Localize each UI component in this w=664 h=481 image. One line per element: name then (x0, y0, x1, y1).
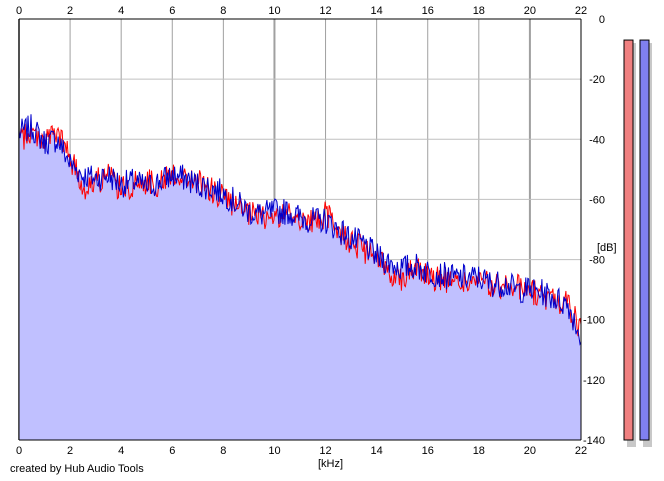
level-meter-bar (623, 39, 634, 441)
x-tick-label-bottom: 10 (268, 445, 280, 457)
level-meter-bar (639, 39, 650, 441)
x-tick-label-top: 18 (473, 5, 485, 17)
x-tick-label-top: 4 (118, 5, 124, 17)
y-tick-label: -60 (589, 194, 605, 206)
series-line-blue (18, 114, 582, 346)
credit-text: created by Hub Audio Tools (10, 463, 144, 475)
x-tick-label-bottom: 6 (169, 445, 175, 457)
x-tick-label-top: 8 (220, 5, 226, 17)
y-tick-label: -80 (589, 255, 605, 267)
x-tick-label-top: 12 (319, 5, 331, 17)
y-tick-label: -120 (583, 375, 605, 387)
level-meters (623, 39, 652, 448)
x-tick-label-top: 22 (575, 5, 587, 17)
x-tick-label-top: 2 (67, 5, 73, 17)
x-tick-label-top: 10 (268, 5, 280, 17)
x-tick-label-bottom: 20 (524, 445, 536, 457)
x-tick-label-bottom: 2 (67, 445, 73, 457)
x-tick-label-bottom: 18 (473, 445, 485, 457)
x-tick-label-bottom: 0 (16, 445, 22, 457)
x-tick-label-bottom: 4 (118, 445, 124, 457)
y-axis-label: [dB] (597, 242, 617, 254)
x-tick-label-top: 20 (524, 5, 536, 17)
x-tick-label-bottom: 14 (371, 445, 383, 457)
x-tick-label-top: 16 (422, 5, 434, 17)
y-tick-label: -20 (589, 74, 605, 86)
x-tick-label-bottom: 16 (422, 445, 434, 457)
y-tick-label: 0 (599, 14, 605, 26)
x-tick-label-bottom: 12 (319, 445, 331, 457)
x-tick-label-bottom: 8 (220, 445, 226, 457)
y-tick-label: -140 (583, 435, 605, 447)
spectrum-area (19, 114, 581, 441)
x-tick-label-top: 14 (371, 5, 383, 17)
y-tick-label: -40 (589, 134, 605, 146)
y-tick-label: -100 (583, 315, 605, 327)
x-axis-label: [kHz] (318, 458, 343, 470)
x-tick-label-top: 0 (16, 5, 22, 17)
x-tick-label-bottom: 22 (575, 445, 587, 457)
x-tick-label-top: 6 (169, 5, 175, 17)
